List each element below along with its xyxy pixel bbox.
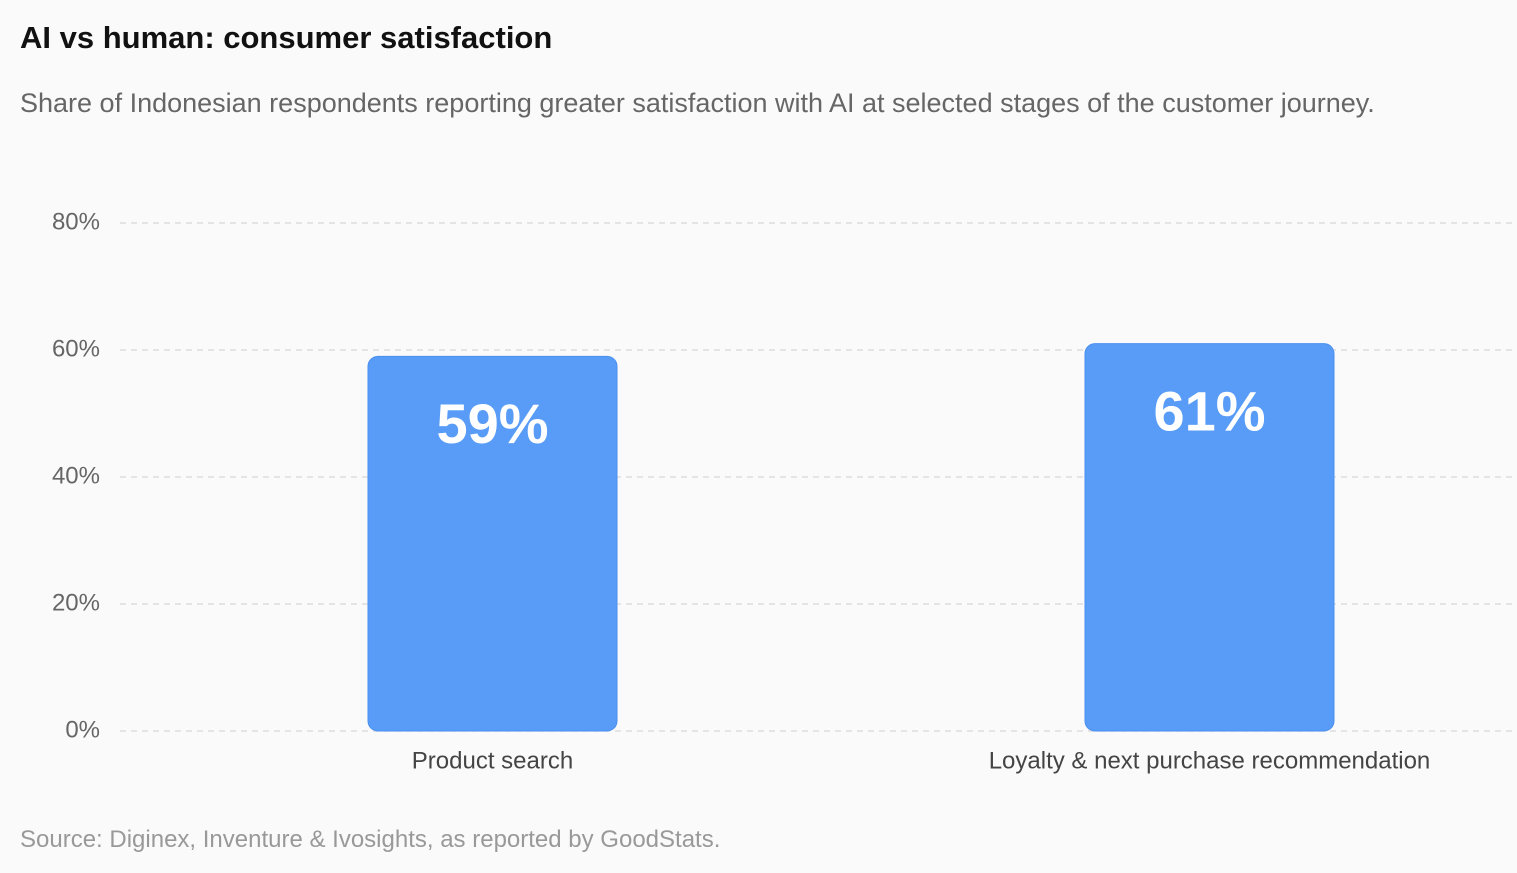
- bar: [1084, 343, 1335, 732]
- y-tick-label: 60%: [52, 335, 100, 362]
- x-tick-label: Loyalty & next purchase recommendation: [989, 747, 1431, 774]
- y-tick-label: 80%: [52, 208, 100, 235]
- y-tick-label: 20%: [52, 589, 100, 616]
- y-tick-label: 0%: [65, 716, 100, 743]
- chart: 0% 20% 40% 60% 80% 59% Product search 61% Loyalt…: [52, 208, 1517, 774]
- y-tick-label: 40%: [52, 462, 100, 489]
- value-label: 59%: [436, 392, 548, 455]
- value-label: 61%: [1153, 379, 1265, 442]
- chart-title: AI vs human: consumer satisfaction: [20, 20, 553, 55]
- source-note: Source: Diginex, Inventure & Ivosights, …: [20, 826, 721, 853]
- bar: [367, 355, 618, 732]
- x-tick-label: Product search: [412, 747, 573, 774]
- chart-subtitle: Share of Indonesian respondents reportin…: [20, 88, 1375, 118]
